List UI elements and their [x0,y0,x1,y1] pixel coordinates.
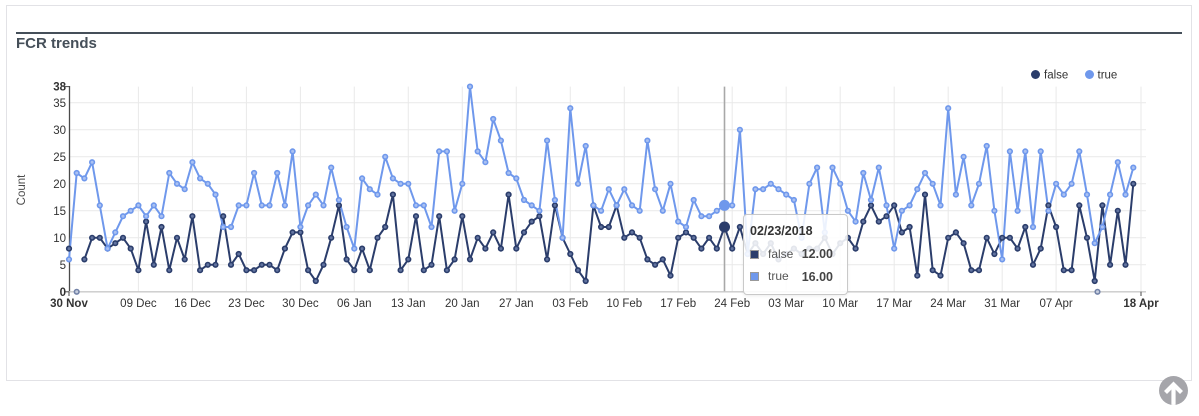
svg-text:25: 25 [53,152,66,164]
svg-text:10 Feb: 10 Feb [606,298,642,310]
svg-text:35: 35 [53,98,66,110]
svg-text:31 Mar: 31 Mar [984,298,1020,310]
svg-text:Count: Count [16,174,28,205]
svg-text:17 Feb: 17 Feb [660,298,696,310]
svg-text:09 Dec: 09 Dec [120,298,157,310]
svg-text:27 Jan: 27 Jan [499,298,534,310]
svg-text:07 Apr: 07 Apr [1039,298,1072,310]
svg-text:30: 30 [53,125,66,137]
svg-text:03 Feb: 03 Feb [552,298,588,310]
svg-text:06 Jan: 06 Jan [337,298,372,310]
svg-text:03 Mar: 03 Mar [768,298,804,310]
svg-text:18 Apr: 18 Apr [1123,298,1159,310]
svg-text:20: 20 [53,179,66,191]
svg-text:30 Nov: 30 Nov [50,298,88,310]
svg-text:30 Dec: 30 Dec [282,298,319,310]
svg-text:17 Mar: 17 Mar [876,298,912,310]
svg-text:10 Mar: 10 Mar [822,298,858,310]
svg-text:0: 0 [60,287,66,299]
svg-text:24 Feb: 24 Feb [714,298,750,310]
svg-text:15: 15 [53,206,66,218]
svg-text:16 Dec: 16 Dec [174,298,211,310]
svg-text:13 Jan: 13 Jan [391,298,426,310]
svg-text:20 Jan: 20 Jan [445,298,480,310]
svg-text:38: 38 [53,82,66,94]
svg-text:10: 10 [53,233,66,245]
svg-text:24 Mar: 24 Mar [930,298,966,310]
svg-text:23 Dec: 23 Dec [228,298,265,310]
svg-text:true: true [1098,70,1118,82]
svg-text:5: 5 [60,260,66,272]
svg-text:false: false [1044,70,1068,82]
